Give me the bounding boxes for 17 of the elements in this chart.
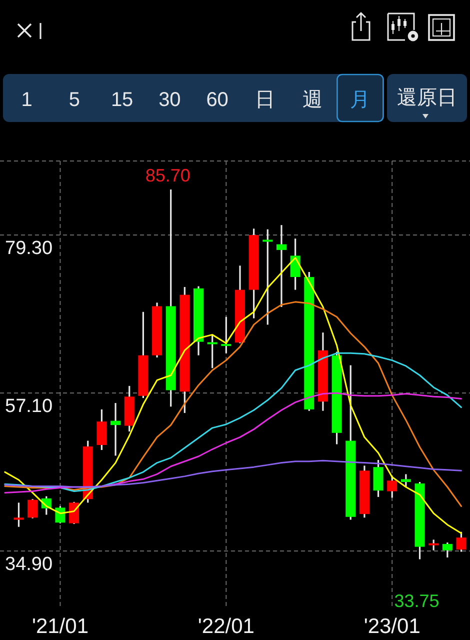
button-label: 15	[110, 89, 134, 111]
button-label: 還原日	[397, 87, 457, 109]
button-label: 日	[254, 89, 275, 111]
x-tick-label: '22/01	[198, 615, 254, 638]
x-tick-label: '23/01	[364, 615, 420, 638]
y-tick-label: 34.90	[5, 554, 53, 576]
button-label: 30	[158, 89, 181, 111]
button-label: 月	[350, 89, 370, 111]
y-tick-label: 57.10	[5, 396, 53, 418]
y-tick-label: 79.30	[5, 238, 53, 260]
button-label: 週	[302, 89, 323, 111]
annotation: 33.75	[394, 591, 440, 612]
button-label: 60	[206, 89, 228, 111]
button-label: 5	[68, 89, 80, 111]
x-tick-label: '21/01	[32, 615, 88, 638]
annotation: 85.70	[145, 165, 190, 186]
button-label: 1	[21, 89, 32, 111]
